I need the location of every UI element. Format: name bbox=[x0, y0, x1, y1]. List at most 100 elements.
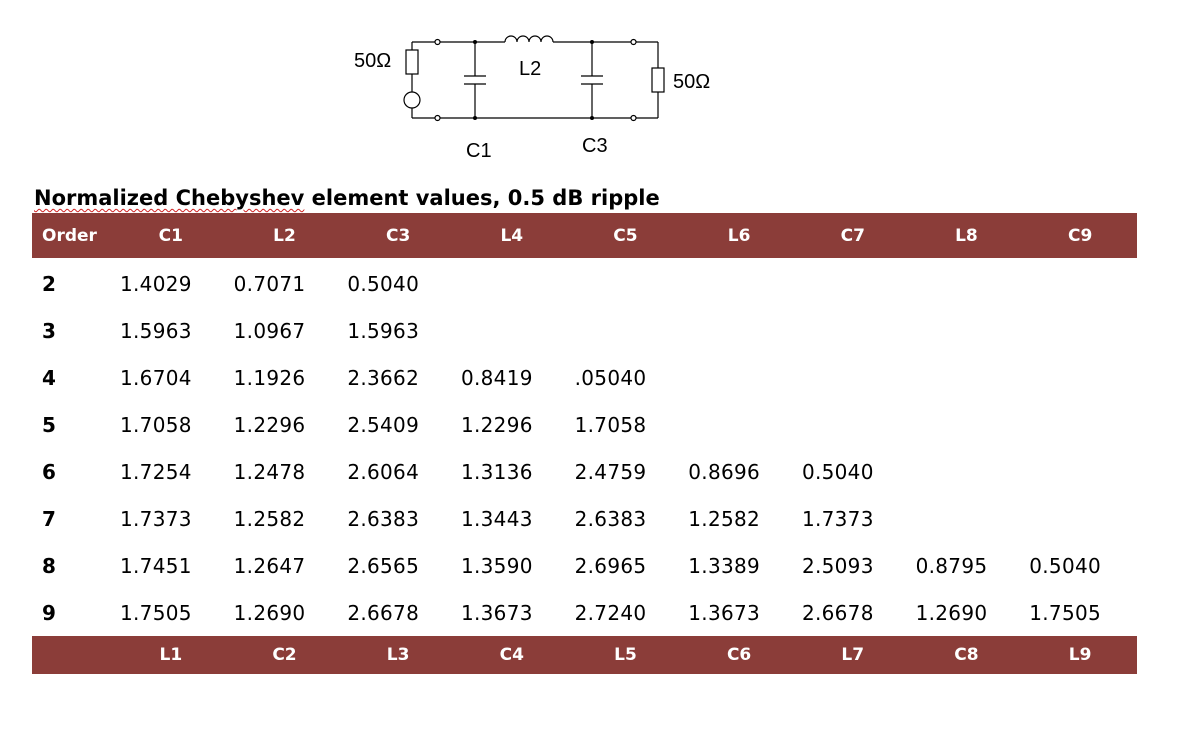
value-cell: 2.6565 bbox=[347, 553, 420, 578]
footer-cell: L3 bbox=[341, 636, 455, 674]
table-row: 2 1.4029 0.7071 0.5040 bbox=[32, 258, 1137, 307]
value-cell bbox=[796, 401, 910, 448]
value-cell bbox=[910, 258, 1024, 307]
header-cell: L6 bbox=[682, 213, 796, 258]
value-cell: 1.1926 bbox=[233, 365, 306, 390]
value-cell: 1.2478 bbox=[233, 459, 306, 484]
value-cell: 1.2296 bbox=[460, 412, 533, 437]
value-cell: 0.5040 bbox=[801, 459, 874, 484]
value-cell: 1.7451 bbox=[120, 553, 192, 578]
title-spellcheck-part: Normalized Chebyshev bbox=[34, 186, 305, 210]
value-cell bbox=[910, 448, 1024, 495]
value-cell: 1.7058 bbox=[120, 412, 192, 437]
load-resistor-label: 50Ω bbox=[673, 71, 710, 93]
value-cell: 1.3443 bbox=[460, 506, 533, 531]
table-row: 7 1.7373 1.2582 2.6383 1.3443 2.6383 1.2582 1.7… bbox=[32, 495, 1137, 542]
row-order: 5 bbox=[42, 412, 57, 437]
value-cell bbox=[910, 495, 1024, 542]
value-cell bbox=[1023, 495, 1137, 542]
value-cell: 1.3136 bbox=[460, 459, 533, 484]
header-cell: C5 bbox=[568, 213, 683, 258]
footer-row: L1 C2 L3 C4 L5 C6 L7 C8 L9 bbox=[32, 636, 1137, 674]
value-cell: 2.6383 bbox=[574, 506, 647, 531]
footer-cell: C4 bbox=[454, 636, 569, 674]
value-cell bbox=[910, 307, 1024, 354]
load-resistor-symbol bbox=[651, 67, 665, 93]
value-cell: 2.7240 bbox=[574, 600, 647, 625]
footer-cell: L9 bbox=[1023, 636, 1137, 674]
value-cell: 2.6965 bbox=[574, 553, 647, 578]
voltage-source-symbol bbox=[403, 91, 421, 109]
value-cell: 0.7071 bbox=[233, 271, 306, 296]
value-cell: 1.2582 bbox=[688, 506, 761, 531]
value-cell: 1.5963 bbox=[120, 318, 192, 343]
value-cell: 1.2296 bbox=[233, 412, 306, 437]
capacitor-1-label: C1 bbox=[466, 140, 492, 162]
filter-schematic: 50Ω L2 50Ω C1 C3 bbox=[354, 35, 710, 162]
value-cell bbox=[796, 258, 910, 307]
footer-cell: C8 bbox=[909, 636, 1024, 674]
header-cell: L4 bbox=[454, 213, 569, 258]
value-cell: 0.5040 bbox=[1029, 553, 1102, 578]
value-cell bbox=[910, 354, 1024, 401]
header-cell: C9 bbox=[1023, 213, 1137, 258]
value-cell bbox=[1023, 448, 1137, 495]
header-cell: L2 bbox=[227, 213, 342, 258]
footer-cell: C2 bbox=[227, 636, 342, 674]
value-cell bbox=[796, 354, 910, 401]
value-cell bbox=[1023, 307, 1137, 354]
header-order: Order bbox=[32, 213, 114, 258]
inductor-symbol bbox=[504, 35, 554, 43]
source-resistor-label: 50Ω bbox=[354, 50, 391, 72]
inductor-label: L2 bbox=[519, 58, 541, 80]
row-order: 6 bbox=[42, 459, 57, 484]
value-cell: 1.2690 bbox=[233, 600, 306, 625]
value-cell: 2.6064 bbox=[347, 459, 420, 484]
value-cell: 0.8696 bbox=[688, 459, 761, 484]
row-order: 2 bbox=[42, 271, 57, 296]
value-cell bbox=[682, 258, 796, 307]
value-cell: 1.7254 bbox=[120, 459, 192, 484]
table-row: 3 1.5963 1.0967 1.5963 bbox=[32, 307, 1137, 354]
row-order: 7 bbox=[42, 506, 57, 531]
value-cell: 1.5963 bbox=[347, 318, 420, 343]
value-cell: 1.4029 bbox=[120, 271, 192, 296]
value-cell: 1.7373 bbox=[120, 506, 192, 531]
value-cell bbox=[1023, 258, 1137, 307]
value-cell bbox=[455, 307, 569, 354]
element-values-table: Order C1 L2 C3 L4 C5 L6 C7 L8 C9 2 1.4029 0.7071 0.5… bbox=[32, 213, 1137, 674]
row-order: 9 bbox=[42, 600, 57, 625]
table-row: 4 1.6704 1.1926 2.3662 0.8419 .05040 bbox=[32, 354, 1137, 401]
value-cell bbox=[1023, 401, 1137, 448]
value-cell bbox=[455, 258, 569, 307]
header-cell: L8 bbox=[909, 213, 1024, 258]
capacitor-3-label: C3 bbox=[582, 135, 608, 157]
value-cell bbox=[682, 307, 796, 354]
value-cell: 1.3389 bbox=[688, 553, 761, 578]
source-resistor-symbol bbox=[405, 49, 419, 75]
value-cell: 2.6678 bbox=[347, 600, 420, 625]
value-cell: 2.4759 bbox=[574, 459, 647, 484]
value-cell: .05040 bbox=[574, 365, 647, 390]
value-cell: 1.3590 bbox=[460, 553, 533, 578]
value-cell: 0.5040 bbox=[347, 271, 420, 296]
value-cell: 1.7505 bbox=[120, 600, 192, 625]
row-order: 8 bbox=[42, 553, 57, 578]
value-cell: 2.3662 bbox=[347, 365, 420, 390]
value-cell: 1.0967 bbox=[233, 318, 306, 343]
value-cell: 0.8795 bbox=[915, 553, 988, 578]
value-cell: 1.2690 bbox=[915, 600, 988, 625]
value-cell: 1.7505 bbox=[1029, 600, 1102, 625]
row-order: 4 bbox=[42, 365, 57, 390]
footer-cell: C6 bbox=[682, 636, 796, 674]
value-cell: 2.6678 bbox=[801, 600, 874, 625]
table-row: 6 1.7254 1.2478 2.6064 1.3136 2.4759 0.8696 0.5… bbox=[32, 448, 1137, 495]
value-cell: 1.2582 bbox=[233, 506, 306, 531]
value-cell: 0.8419 bbox=[460, 365, 533, 390]
value-cell bbox=[796, 307, 910, 354]
table-title: Normalized Chebyshev element values, 0.5… bbox=[34, 185, 660, 211]
footer-cell: L1 bbox=[114, 636, 228, 674]
value-cell: 2.5093 bbox=[801, 553, 874, 578]
footer-cell: L7 bbox=[795, 636, 910, 674]
table-row: 8 1.7451 1.2647 2.6565 1.3590 2.6965 1.3389 2.5… bbox=[32, 542, 1137, 589]
